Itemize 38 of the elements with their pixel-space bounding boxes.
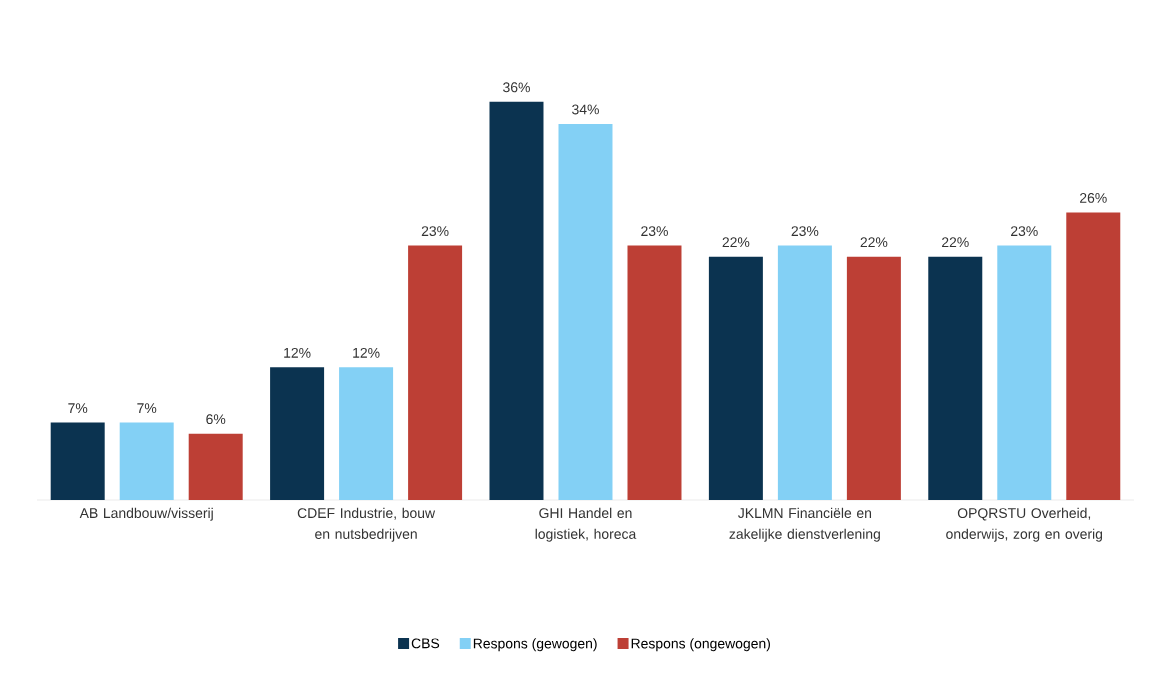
- legend-label: Respons (gewogen): [473, 638, 597, 652]
- data-label: 6%: [206, 414, 226, 425]
- bar: [408, 245, 463, 500]
- bar: [188, 433, 243, 500]
- bar: [708, 256, 763, 500]
- bar: [846, 256, 901, 500]
- bar: [119, 422, 174, 500]
- data-label: 22%: [860, 237, 888, 248]
- legend-label: CBS: [411, 638, 440, 649]
- data-label: 23%: [421, 226, 449, 237]
- bar: [489, 101, 544, 500]
- x-tick-label: AB Landbouw/visserij: [79, 507, 213, 521]
- data-label: 34%: [572, 104, 599, 115]
- data-label: 26%: [1080, 192, 1107, 203]
- x-tick-label: JKLMN Financiële en zakelijke dienstverlening: [729, 507, 880, 542]
- legend-label: Respons (ongewogen): [631, 638, 770, 652]
- x-tick-label: OPQRSTU Overheid, onderwijs, zorg en overig: [946, 507, 1103, 542]
- bar: [928, 256, 983, 500]
- x-tick-label: CDEF Industrie, bouw en nutsbedrijven: [297, 507, 436, 542]
- data-label: 12%: [353, 347, 380, 358]
- bar: [339, 367, 394, 500]
- bar: [270, 367, 325, 500]
- x-tick-label: GHI Handel en logistiek, horeca: [535, 507, 637, 542]
- data-label: 7%: [137, 403, 157, 414]
- data-label: 36%: [503, 82, 530, 93]
- bar: [558, 123, 613, 500]
- data-label: 22%: [722, 237, 750, 248]
- bar: [1066, 212, 1121, 500]
- bar: [997, 245, 1052, 500]
- data-label: 23%: [791, 226, 819, 237]
- bar: [50, 422, 105, 500]
- data-label: 23%: [1011, 226, 1038, 237]
- data-label: 23%: [641, 226, 668, 237]
- data-label: 22%: [942, 237, 969, 248]
- bar: [627, 245, 682, 500]
- bar: [777, 245, 832, 500]
- data-label: 7%: [68, 403, 88, 414]
- data-label: 12%: [284, 347, 311, 358]
